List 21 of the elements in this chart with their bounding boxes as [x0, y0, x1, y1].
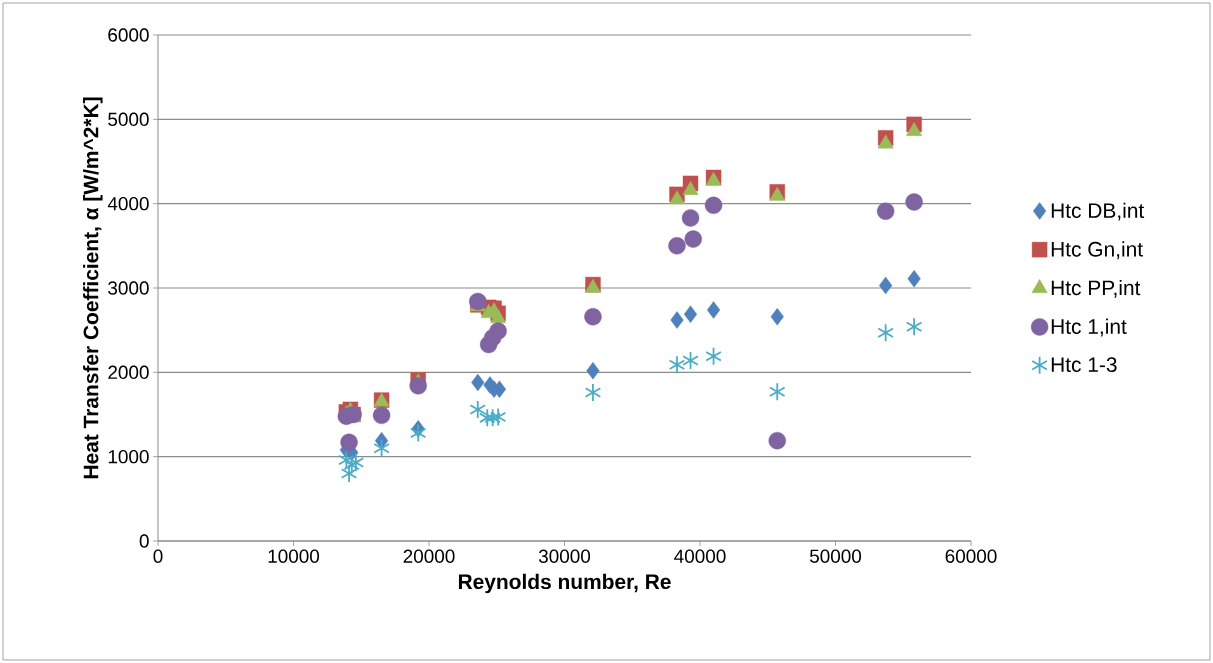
legend-label: Htc PP,int	[1051, 279, 1141, 298]
y-tick-label: 1000	[108, 449, 149, 464]
x-tick-label: 0	[153, 549, 163, 563]
x-tick-label: 10000	[268, 549, 320, 563]
y-tick-label: 5000	[108, 112, 149, 127]
x-tick-label: 30000	[538, 549, 591, 563]
legend-label: Htc 1,int	[1051, 318, 1127, 337]
x-tick-label: 20000	[403, 549, 455, 563]
y-tick-label: 3000	[108, 281, 149, 295]
legend-label: Htc 1-3	[1051, 357, 1117, 373]
legend-label: Htc Gn,int	[1051, 241, 1143, 260]
y-tick-label: 0	[139, 534, 149, 548]
y-tick-label: 2000	[108, 365, 149, 380]
x-tick-label: 40000	[674, 549, 726, 563]
x-tick-label: 50000	[809, 549, 862, 563]
y-tick-label: 4000	[107, 196, 149, 211]
y-tick-label: 6000	[108, 28, 149, 42]
x-axis-title: Reynolds number, Re	[458, 573, 671, 594]
x-tick-label: 60000	[945, 549, 997, 563]
y-axis-title: Heat Transfer Coefficient, α [W/m^2*K]	[83, 97, 103, 479]
legend-label: Htc DB,int	[1051, 202, 1145, 221]
